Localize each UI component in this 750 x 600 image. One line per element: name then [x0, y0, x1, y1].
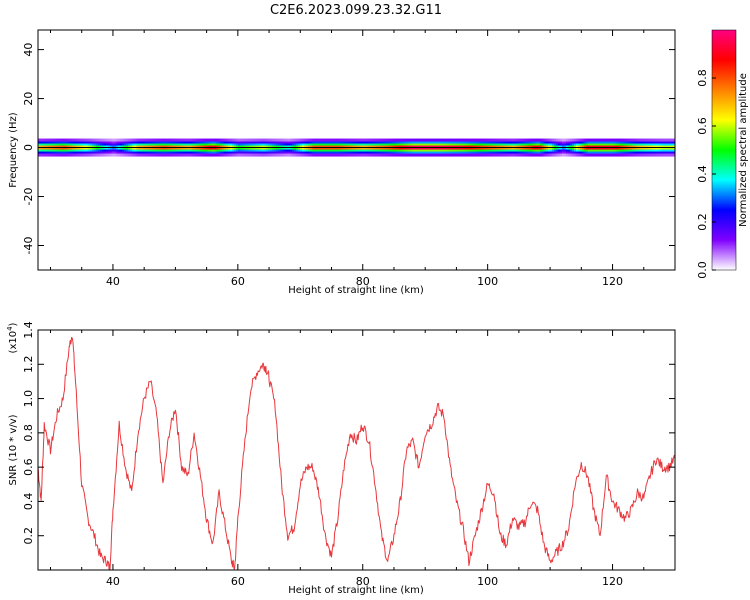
- snr-x-axis-label: Height of straight line (km): [288, 585, 424, 596]
- x-tick-label: 100: [477, 575, 498, 588]
- x-tick-label: 40: [106, 575, 120, 588]
- x-tick-label: 60: [231, 575, 245, 588]
- snr-frame: [37, 329, 676, 571]
- y-tick-label: 0.2: [22, 527, 35, 545]
- snr-x-ticks: 40 60 80 100 120: [49, 330, 676, 588]
- colorbar-tick-label: 0.2: [696, 213, 709, 231]
- spectrogram-frame: [37, 29, 676, 271]
- spectrogram-panel: 40 60 80 100 120 40 20 0 -20 -40 Height of strai…: [8, 29, 676, 296]
- x-tick-label: 100: [477, 275, 498, 288]
- y-tick-label: 0: [22, 144, 35, 151]
- x-tick-label: 60: [231, 275, 245, 288]
- y-tick-label: 1.4: [22, 321, 35, 339]
- spectrogram-x-ticks: 40 60 80 100 120: [49, 30, 676, 288]
- snr-panel: 40 60 80 100 120 0.2 0.4 0.6 0.8 1.0 1.2 1.4 Heigh…: [6, 321, 676, 596]
- spectrogram-band: [38, 138, 675, 157]
- y-tick-label: 1.2: [22, 356, 35, 374]
- y-tick-label: -40: [22, 237, 35, 255]
- colorbar-tick-label: 0.4: [696, 165, 709, 183]
- y-tick-label: -20: [22, 188, 35, 206]
- y-tick-label: 20: [22, 92, 35, 106]
- y-tick-label: 0.4: [22, 493, 35, 511]
- snr-y-axis-label: SNR (10 * v/v): [8, 414, 19, 485]
- colorbar-tick-label: 0.0: [696, 261, 709, 279]
- colorbar-tick-label: 0.6: [696, 117, 709, 135]
- snr-y-multiplier: (x104): [6, 322, 19, 353]
- y-tick-label: 40: [22, 43, 35, 57]
- snr-series-group: [38, 336, 675, 570]
- colorbar-frame: [711, 29, 737, 271]
- spectrogram-x-axis-label: Height of straight line (km): [288, 285, 424, 296]
- colorbar-tick-label: 0.8: [696, 69, 709, 87]
- snr-y-ticks: 0.2 0.4 0.6 0.8 1.0 1.2 1.4: [22, 321, 675, 544]
- snr-plot-area: [38, 330, 675, 570]
- y-tick-label: 0.8: [22, 424, 35, 442]
- spectrogram-y-ticks: 40 20 0 -20 -40: [22, 43, 675, 255]
- colorbar: 0.0 0.2 0.4 0.6 0.8 Normalized spectral ampl…: [696, 29, 749, 279]
- x-tick-label: 80: [356, 275, 370, 288]
- snr-y-multiplier-base: (x10: [8, 331, 19, 354]
- snr-series-line: [38, 336, 675, 570]
- chart-title: C2E6.2023.099.23.32.G11: [270, 3, 442, 18]
- y-tick-label: 1.0: [22, 390, 35, 408]
- colorbar-fill: [712, 30, 736, 270]
- x-tick-label: 80: [356, 575, 370, 588]
- y-tick-label: 0.6: [22, 458, 35, 476]
- colorbar-label: Normalized spectral amplitude: [738, 73, 749, 227]
- snr-y-multiplier-close: ): [8, 322, 19, 326]
- x-tick-label: 120: [602, 575, 623, 588]
- snr-y-multiplier-exp: 4: [6, 326, 14, 331]
- spectrogram-y-axis-label: Frequency (Hz): [8, 112, 19, 188]
- colorbar-ticks: 0.0 0.2 0.4 0.6 0.8: [696, 69, 716, 279]
- x-tick-label: 40: [106, 275, 120, 288]
- x-tick-label: 120: [602, 275, 623, 288]
